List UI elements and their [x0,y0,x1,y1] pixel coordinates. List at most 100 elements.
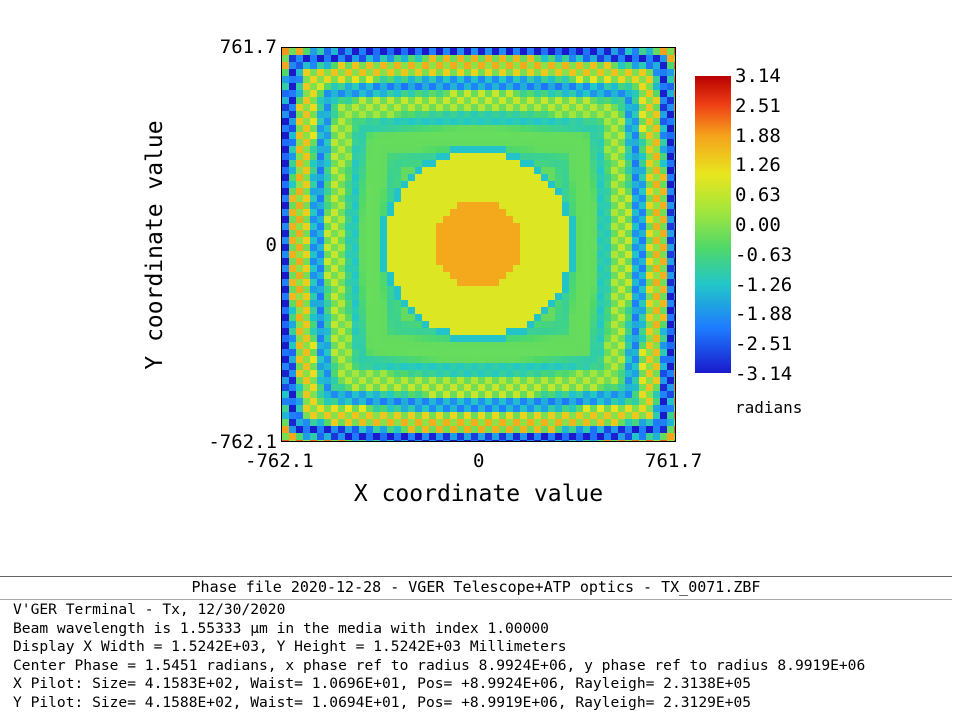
heatmap-cell [429,426,436,433]
heatmap-cell [506,300,513,307]
heatmap-cell [408,160,415,167]
heatmap-cell [492,384,499,391]
heatmap-cell [394,209,401,216]
heatmap-cell [604,293,611,300]
heatmap-cell [352,279,359,286]
heatmap-cell [506,335,513,342]
heatmap-cell [366,202,373,209]
heatmap-cell [450,181,457,188]
heatmap-cell [436,370,443,377]
heatmap-cell [548,433,555,440]
heatmap-cell [506,286,513,293]
heatmap-cell [450,426,457,433]
heatmap-cell [317,398,324,405]
heatmap-cell [485,76,492,83]
heatmap-cell [429,342,436,349]
heatmap-cell [583,391,590,398]
heatmap-cell [646,321,653,328]
heatmap-cell [555,391,562,398]
heatmap-cell [548,202,555,209]
heatmap-cell [674,279,675,286]
heatmap-cell [527,314,534,321]
heatmap-cell [366,69,373,76]
heatmap-cell [464,153,471,160]
heatmap-cell [611,412,618,419]
heatmap-cell [667,258,674,265]
heatmap-cell [625,76,632,83]
heatmap-cell [331,167,338,174]
heatmap-cell [331,342,338,349]
heatmap-cell [674,258,675,265]
heatmap-cell [464,370,471,377]
heatmap-cell [562,265,569,272]
heatmap-cell [597,377,604,384]
heatmap-cell [394,363,401,370]
heatmap-cell [548,272,555,279]
heatmap-cell [555,342,562,349]
heatmap-cell [331,90,338,97]
heatmap-cell [457,55,464,62]
heatmap-cell [506,349,513,356]
heatmap-cell [317,104,324,111]
heatmap-cell [534,125,541,132]
heatmap-cell [401,125,408,132]
heatmap-cell [513,426,520,433]
heatmap-cell [387,132,394,139]
heatmap-cell [569,125,576,132]
heatmap-cell [450,349,457,356]
heatmap-cell [667,426,674,433]
heatmap-cell [380,265,387,272]
heatmap-cell [632,370,639,377]
heatmap-cell [667,398,674,405]
heatmap-cell [625,90,632,97]
heatmap-cell [478,349,485,356]
heatmap-cell [310,104,317,111]
heatmap-cell [359,216,366,223]
heatmap-cell [450,258,457,265]
heatmap-cell [625,307,632,314]
heatmap-cell [310,48,317,55]
heatmap-cell [457,307,464,314]
heatmap-cell [289,202,296,209]
heatmap-cell [352,62,359,69]
heatmap-cell [408,321,415,328]
heatmap-cell [632,111,639,118]
heatmap-cell [590,258,597,265]
heatmap-cell [310,160,317,167]
heatmap-cell [506,328,513,335]
heatmap-cell [555,398,562,405]
heatmap-cell [625,349,632,356]
heatmap-cell [667,216,674,223]
heatmap-cell [478,363,485,370]
heatmap-cell [338,356,345,363]
heatmap-cell [506,202,513,209]
x-tick-label: 0 [473,450,485,472]
heatmap-cell [646,69,653,76]
heatmap-cell [632,335,639,342]
heatmap-cell [492,370,499,377]
heatmap-cell [345,314,352,321]
heatmap-cell [422,230,429,237]
heatmap-cell [513,377,520,384]
footer-line: Center Phase = 1.5451 radians, x phase r… [13,656,866,674]
heatmap-cell [436,405,443,412]
heatmap-cell [541,188,548,195]
heatmap-cell [569,230,576,237]
heatmap-cell [506,412,513,419]
heatmap-cell [324,307,331,314]
heatmap-cell [387,97,394,104]
heatmap-cell [317,293,324,300]
heatmap-cell [415,377,422,384]
heatmap-cell [667,202,674,209]
heatmap-cell [429,223,436,230]
heatmap-cell [366,216,373,223]
heatmap-cell [324,363,331,370]
heatmap-cell [548,230,555,237]
heatmap-cell [338,433,345,440]
heatmap-cell [324,335,331,342]
heatmap-cell [352,216,359,223]
heatmap-cell [541,181,548,188]
heatmap-cell [303,167,310,174]
heatmap-cell [555,69,562,76]
heatmap-cell [429,209,436,216]
